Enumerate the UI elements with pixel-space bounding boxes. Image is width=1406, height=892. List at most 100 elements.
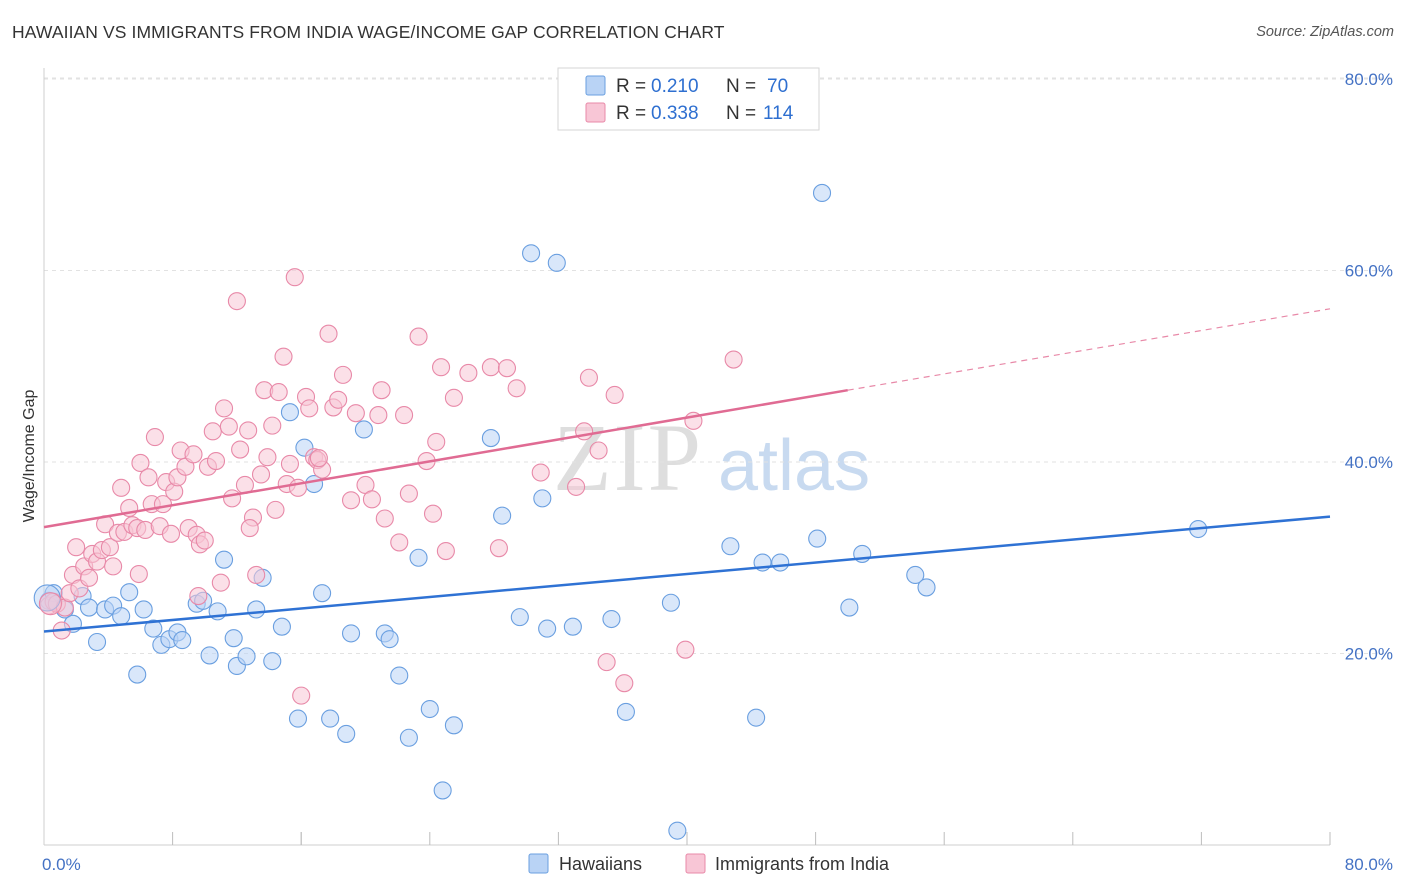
data-point [409, 548, 428, 567]
x-tick-label: 0.0% [42, 855, 81, 874]
data-point [497, 359, 517, 378]
data-point [661, 593, 680, 612]
legend-n-label-hawaiians: N = [726, 76, 756, 97]
legend-top: R = 0.210 N = 70 R = 0.338 N = 114 [557, 67, 820, 131]
x-axis-ticks: 0.0% 80.0% [42, 832, 1393, 874]
data-point [459, 363, 478, 383]
data-point [615, 674, 634, 693]
data-point [79, 598, 99, 617]
data-point [917, 578, 936, 597]
data-point [161, 524, 181, 543]
data-point [372, 381, 391, 400]
data-point [134, 600, 153, 619]
data-point [616, 702, 635, 721]
data-point [269, 383, 288, 402]
data-point [219, 417, 238, 436]
data-point [240, 519, 259, 538]
data-point [300, 399, 319, 418]
data-point [420, 699, 439, 719]
data-point [112, 607, 131, 626]
data-point [563, 617, 582, 636]
data-point [522, 244, 541, 263]
data-point [329, 390, 348, 409]
x-tick-label: 80.0% [1345, 855, 1393, 874]
y-axis-label: Wage/Income Gap [21, 390, 38, 523]
data-point [493, 506, 512, 525]
data-point [390, 666, 409, 685]
data-point [840, 598, 859, 617]
data-point [319, 324, 338, 343]
data-point [195, 531, 214, 550]
data-point [231, 440, 250, 459]
data-point [189, 586, 208, 606]
data-point [507, 379, 526, 398]
data-point [237, 647, 256, 666]
data-point [427, 432, 446, 451]
trend-line-india-extension [847, 308, 1331, 391]
legend-r-label-hawaiians: R = [616, 76, 646, 97]
legend-n-label-india: N = [726, 103, 756, 124]
legend-bottom-swatch-hawaiians [528, 853, 549, 874]
data-point [203, 422, 222, 441]
watermark-atlas: atlas [718, 426, 870, 506]
data-point [724, 350, 743, 369]
data-point [87, 632, 107, 652]
data-point [354, 420, 373, 439]
data-point [129, 564, 148, 584]
series-india [39, 268, 743, 705]
scatter-points [33, 183, 1208, 840]
data-point [280, 403, 299, 422]
data-point [139, 468, 158, 487]
data-point [489, 539, 508, 558]
series-hawaiians [39, 183, 1208, 840]
data-point [227, 292, 246, 311]
data-point [597, 653, 616, 672]
data-point [547, 253, 566, 272]
data-point [375, 509, 394, 528]
data-point [481, 358, 500, 377]
y-axis-ticks: 20.0% 40.0% 60.0% 80.0% [1345, 70, 1393, 664]
data-point [369, 406, 388, 425]
data-point [771, 553, 790, 572]
data-point [589, 441, 608, 460]
data-point [399, 728, 418, 747]
data-point [341, 491, 361, 510]
legend-r-label-india: R = [616, 103, 646, 124]
chart-title: HAWAIIAN VS IMMIGRANTS FROM INDIA WAGE/I… [12, 22, 725, 42]
data-point [432, 358, 451, 377]
legend-r-value-hawaiians: 0.210 [651, 76, 699, 97]
data-point [337, 724, 356, 743]
data-point [567, 477, 586, 496]
data-point [380, 630, 399, 649]
data-point [444, 388, 463, 407]
legend-bottom-label-hawaiians: Hawaiians [559, 854, 642, 874]
data-point [362, 490, 381, 509]
data-point [144, 619, 163, 638]
data-point [533, 489, 552, 508]
data-point [906, 565, 925, 585]
y-tick-label: 80.0% [1345, 70, 1393, 89]
data-point [206, 451, 226, 471]
legend-bottom-swatch-india [685, 853, 706, 874]
data-point [399, 484, 418, 503]
data-point [247, 565, 266, 585]
data-point [309, 449, 328, 468]
data-point [239, 421, 258, 440]
data-point [747, 708, 766, 727]
y-tick-label: 40.0% [1345, 453, 1393, 472]
data-point [200, 646, 219, 665]
data-point [812, 183, 832, 202]
data-point [538, 619, 557, 638]
data-point [668, 821, 687, 840]
data-point [313, 584, 332, 603]
data-point [79, 568, 99, 587]
data-point [131, 453, 150, 473]
data-point [395, 406, 414, 425]
y-tick-label: 60.0% [1345, 262, 1393, 281]
data-point [251, 465, 271, 484]
data-point [292, 686, 311, 705]
data-point [211, 573, 230, 592]
legend-n-value-india: 114 [763, 103, 794, 124]
data-point [266, 500, 285, 519]
